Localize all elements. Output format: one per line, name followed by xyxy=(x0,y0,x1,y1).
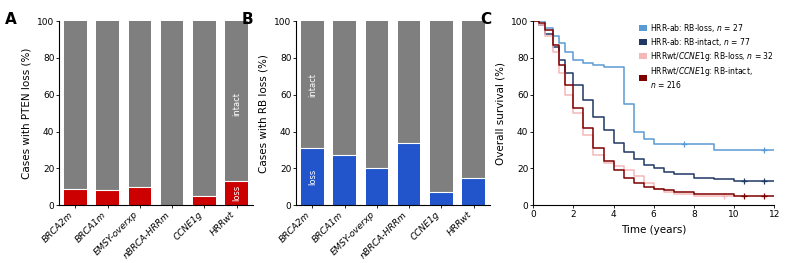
Bar xyxy=(398,21,420,143)
Bar xyxy=(129,21,151,187)
Bar xyxy=(129,187,151,205)
Bar xyxy=(161,21,183,205)
Y-axis label: Cases with PTEN loss (%): Cases with PTEN loss (%) xyxy=(21,47,32,179)
Bar xyxy=(64,189,87,205)
Bar xyxy=(301,21,324,148)
Text: A: A xyxy=(5,12,17,27)
Text: C: C xyxy=(480,12,491,27)
Bar xyxy=(462,21,485,178)
Legend: HRR-ab: RB-loss, $n$ = 27, HRR-ab: RB-intact, $n$ = 77, HRRwt/$CCNE1$g: RB-loss,: HRR-ab: RB-loss, $n$ = 27, HRR-ab: RB-in… xyxy=(639,22,773,90)
Bar xyxy=(301,148,324,205)
Bar xyxy=(430,21,453,192)
Bar xyxy=(193,21,216,196)
Bar xyxy=(366,21,388,168)
Bar xyxy=(333,155,356,205)
Text: loss: loss xyxy=(308,169,317,185)
Bar xyxy=(225,181,248,205)
Bar xyxy=(398,143,420,205)
Y-axis label: Cases with RB loss (%): Cases with RB loss (%) xyxy=(258,54,269,173)
Text: loss: loss xyxy=(232,185,241,201)
Bar xyxy=(96,190,119,205)
Bar xyxy=(430,192,453,205)
Bar xyxy=(225,21,248,181)
X-axis label: Time (years): Time (years) xyxy=(621,225,687,235)
Bar xyxy=(193,196,216,205)
Y-axis label: Overall survival (%): Overall survival (%) xyxy=(495,62,506,165)
Text: intact: intact xyxy=(308,73,317,98)
Text: B: B xyxy=(242,12,254,27)
Bar xyxy=(366,168,388,205)
Text: intact: intact xyxy=(232,92,241,116)
Bar xyxy=(64,21,87,189)
Bar xyxy=(462,178,485,205)
Bar xyxy=(96,21,119,190)
Bar xyxy=(333,21,356,155)
